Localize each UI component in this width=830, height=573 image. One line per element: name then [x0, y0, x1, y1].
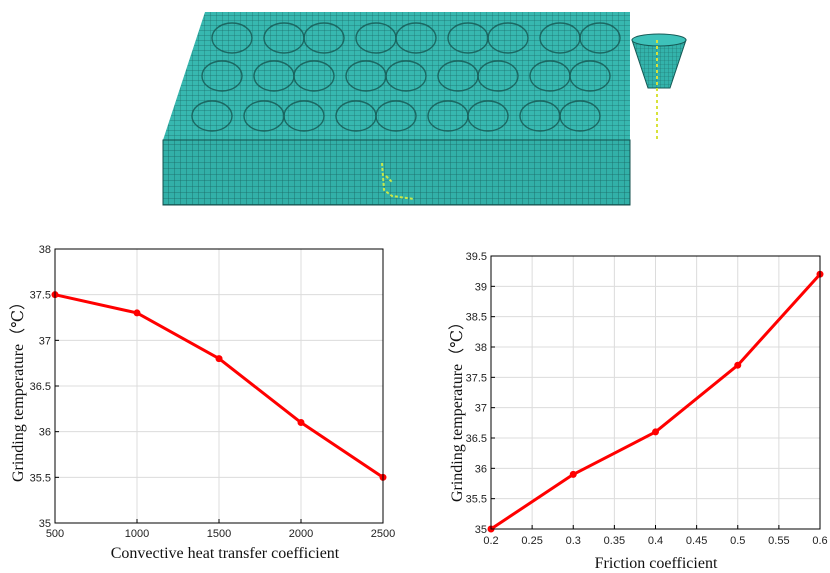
plot-frame [54, 248, 384, 524]
x-tick-label: 0.5 [730, 535, 745, 547]
workpiece-front-face [163, 140, 630, 205]
data-point [569, 470, 577, 478]
y-tick-label: 37.5 [30, 290, 51, 302]
tick-labels: 0.2 0.25 0.3 0.35 0.4 0.45 0.5 0.55 0.6 35 35.5 36 3… [466, 251, 828, 547]
plot-frame [490, 255, 821, 530]
grinding-tool [631, 33, 687, 140]
data-point [297, 419, 305, 427]
x-tick-label: 0.6 [812, 535, 827, 547]
data-point [734, 361, 742, 369]
x-tick-label: 0.45 [686, 535, 707, 547]
y-tick-label: 36 [475, 463, 487, 475]
x-tick-label: 0.4 [648, 535, 663, 547]
tick-labels: 500 1000 1500 2000 2500 35 35.5 36 36.5 37 37.5 38 [30, 244, 396, 540]
grain-circle [375, 100, 417, 132]
grid-lines [54, 248, 384, 524]
grain-circle [211, 22, 253, 54]
grain-circle [477, 60, 519, 92]
tool-cone [631, 39, 687, 89]
y-axis-label: Grinding temperature（℃） [9, 294, 27, 482]
x-tick-label: 0.3 [566, 535, 581, 547]
y-tick-label: 37 [475, 403, 487, 415]
x-tick-label: 1500 [207, 528, 231, 540]
grain-circle [303, 22, 345, 54]
x-axis-label: Friction coefficient [595, 555, 718, 572]
heat-source-trace [381, 162, 415, 200]
abrasive-grain-pattern [191, 22, 621, 132]
grain-circle [579, 22, 621, 54]
x-axis-label: Convective heat transfer coefficient [111, 545, 340, 562]
workpiece-top-face [163, 12, 630, 140]
grain-circle [395, 22, 437, 54]
x-tick-label: 1000 [125, 528, 149, 540]
grain-circle [191, 100, 233, 132]
fe-mesh-model [162, 12, 687, 206]
chart-friction-coefficient: 0.2 0.25 0.3 0.35 0.4 0.45 0.5 0.55 0.6 35 35.5 36 3… [448, 251, 828, 572]
y-tick-label: 39.5 [466, 251, 487, 263]
tool-top-ellipse [631, 33, 687, 47]
x-tick-label: 0.55 [768, 535, 789, 547]
grain-circle [385, 60, 427, 92]
data-point [652, 428, 659, 436]
y-tick-label: 39 [475, 281, 487, 293]
y-tick-label: 38 [39, 244, 51, 256]
y-tick-label: 36.5 [466, 433, 487, 445]
y-tick-label: 35.5 [466, 494, 487, 506]
workpiece-outline [162, 139, 631, 206]
y-axis-label: Grinding temperature（℃） [448, 314, 466, 502]
chart-convective-heat: 500 1000 1500 2000 25003535.53636.53737.538 … [9, 244, 395, 562]
grain-circle [201, 60, 243, 92]
grain-circle [467, 100, 509, 132]
y-tick-label: 36.5 [30, 381, 51, 393]
grain-circle [559, 100, 601, 132]
y-tick-label: 36 [39, 427, 51, 439]
grid-lines [490, 255, 821, 530]
grain-circle [283, 100, 325, 132]
x-tick-label: 2500 [371, 528, 395, 540]
y-tick-label: 38 [475, 342, 487, 354]
data-point [133, 309, 141, 317]
y-tick-label: 35 [475, 524, 487, 536]
grain-circle [487, 22, 529, 54]
data-markers [487, 270, 824, 533]
data-point [215, 355, 223, 363]
x-tick-label: 2000 [289, 528, 313, 540]
x-tick-label: 0.2 [483, 535, 498, 547]
x-tick-label: 0.35 [604, 535, 625, 547]
y-tick-label: 35 [39, 518, 51, 530]
grain-circle [293, 60, 335, 92]
x-tick-label: 500 [46, 528, 64, 540]
grain-circle [569, 60, 611, 92]
y-tick-label: 35.5 [30, 472, 51, 484]
x-tick-label: 0.25 [521, 535, 542, 547]
y-tick-label: 37.5 [466, 372, 487, 384]
y-tick-label: 37 [39, 335, 51, 347]
y-tick-label: 38.5 [466, 312, 487, 324]
